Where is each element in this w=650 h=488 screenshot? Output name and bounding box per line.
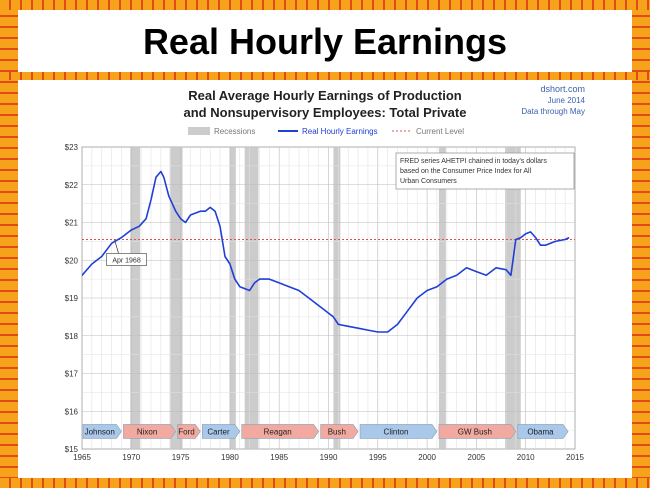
callout-label: Apr 1968 — [112, 257, 141, 264]
chart-title-line1: Real Average Hourly Earnings of Producti… — [188, 88, 462, 103]
frame-divider — [0, 72, 650, 80]
x-tick-label: 1965 — [73, 453, 91, 462]
president-label: Johnson — [85, 427, 115, 436]
series-line — [82, 170, 570, 333]
president-label: Ford — [178, 427, 194, 436]
y-tick-label: $21 — [65, 219, 79, 228]
x-tick-label: 1975 — [172, 453, 190, 462]
president-arrow-6 — [359, 424, 438, 439]
y-tick-label: $19 — [65, 294, 79, 303]
president-arrow-7 — [438, 424, 517, 439]
president-label: Reagan — [264, 427, 292, 436]
y-tick-label: $22 — [65, 181, 79, 190]
y-tick-label: $18 — [65, 332, 79, 341]
callout-box — [106, 253, 147, 266]
president-label: Nixon — [137, 427, 157, 436]
president-arrow-8 — [517, 424, 569, 439]
plot-area: $15 $16 $17 $18 $19 $20 $21 $22 $23 1965 1970 1975 1… — [65, 143, 585, 462]
y-tick-label: $16 — [65, 407, 79, 416]
x-tick-label: 1985 — [270, 453, 288, 462]
chart-date: June 2014 — [548, 96, 586, 105]
president-label: Bush — [328, 427, 346, 436]
chart-data-through: Data through May — [521, 107, 585, 116]
x-tick-label: 2000 — [418, 453, 436, 462]
chart-svg: Real Average Hourly Earnings of Producti… — [65, 84, 586, 462]
note-line-3: Urban Consumers — [400, 178, 457, 185]
x-tick-label: 1980 — [221, 453, 239, 462]
y-tick-label: $20 — [65, 256, 79, 265]
president-arrow-5 — [320, 424, 359, 439]
president-label: GW Bush — [458, 427, 492, 436]
frame-left — [0, 0, 18, 488]
x-tick-label: 2005 — [468, 453, 486, 462]
legend-series-label: Real Hourly Earnings — [302, 127, 378, 136]
x-tick-label: 1995 — [369, 453, 387, 462]
president-label: Obama — [527, 427, 554, 436]
note-box: FRED series AHETPI chained in today's do… — [395, 152, 575, 190]
chart-source: dshort.com — [540, 84, 585, 94]
legend-current-label: Current Level — [416, 127, 464, 136]
chart-panel: Real Average Hourly Earnings of Producti… — [40, 80, 610, 476]
president-arrow-3 — [202, 424, 241, 439]
legend-recessions-swatch — [188, 127, 210, 135]
y-tick-label: $15 — [65, 445, 79, 454]
president-arrow-1 — [123, 424, 177, 439]
y-tick-label: $17 — [65, 370, 79, 379]
frame-bottom — [0, 478, 650, 488]
legend-recessions-label: Recessions — [214, 127, 255, 136]
slide-title: Real Hourly Earnings — [142, 21, 508, 62]
note-line-2: based on the Consumer Price Index for Al… — [400, 168, 532, 175]
president-arrow-2 — [177, 424, 201, 439]
frame-right — [632, 0, 650, 488]
x-tick-label: 2010 — [517, 453, 535, 462]
president-arrow-4 — [241, 424, 319, 439]
president-label: Clinton — [384, 427, 409, 436]
note-line-1: FRED series AHETPI chained in today's do… — [400, 158, 547, 165]
chart-title-line2: and Nonsupervisory Employees: Total Priv… — [184, 105, 467, 120]
callout-leader — [114, 239, 119, 254]
x-tick-label: 1990 — [320, 453, 338, 462]
president-label: Carter — [207, 427, 230, 436]
x-tick-label: 2015 — [566, 453, 584, 462]
president-arrow-0 — [82, 424, 122, 439]
x-tick-label: 1970 — [122, 453, 140, 462]
y-tick-label: $23 — [65, 143, 79, 152]
frame-top — [0, 0, 650, 10]
